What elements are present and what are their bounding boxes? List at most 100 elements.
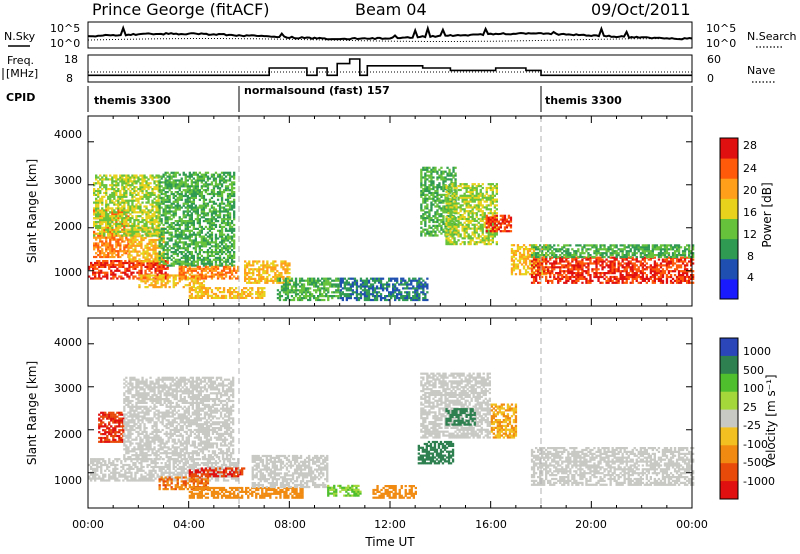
power-cell bbox=[206, 214, 210, 217]
power-cell bbox=[430, 176, 433, 179]
power-cell bbox=[158, 276, 161, 279]
power-cell bbox=[343, 281, 346, 284]
power-cell bbox=[284, 268, 287, 271]
power-cell bbox=[276, 270, 279, 273]
power-cell bbox=[473, 206, 476, 209]
power-cell bbox=[107, 254, 110, 257]
power-cell bbox=[202, 185, 206, 188]
power-cell bbox=[404, 281, 407, 284]
power-cell bbox=[158, 185, 161, 188]
power-cell bbox=[202, 175, 206, 178]
power-cell bbox=[465, 223, 468, 226]
power-cell bbox=[286, 266, 289, 269]
power-cell bbox=[196, 267, 199, 270]
power-cell bbox=[162, 274, 165, 277]
power-cell bbox=[434, 220, 437, 224]
power-cell bbox=[512, 259, 516, 262]
power-cell bbox=[186, 247, 189, 250]
power-cell bbox=[440, 166, 443, 169]
power-cell bbox=[146, 286, 149, 289]
power-cell bbox=[214, 243, 218, 246]
freq-left-tick-bottom: 8 bbox=[66, 72, 73, 85]
power-cell bbox=[143, 193, 146, 196]
power-cell bbox=[186, 271, 189, 274]
power-cell bbox=[230, 192, 234, 196]
power-cell bbox=[341, 281, 344, 284]
power-cell bbox=[206, 212, 210, 215]
power-cell bbox=[190, 239, 193, 242]
power-cell bbox=[99, 178, 102, 181]
power-cell bbox=[512, 251, 516, 254]
power-cell bbox=[105, 220, 108, 224]
power-cell bbox=[495, 215, 498, 219]
power-cell bbox=[254, 268, 257, 271]
power-cell bbox=[101, 217, 104, 220]
power-cell bbox=[438, 219, 441, 222]
power-cell bbox=[125, 224, 128, 227]
power-cell bbox=[210, 200, 214, 203]
power-cell bbox=[114, 260, 117, 263]
power-cell bbox=[436, 228, 439, 231]
power-cell bbox=[483, 215, 486, 219]
power-cell bbox=[264, 279, 267, 282]
power-cell bbox=[101, 220, 104, 224]
power-cell bbox=[93, 236, 96, 239]
power-cell bbox=[95, 207, 98, 210]
power-cell bbox=[379, 298, 383, 302]
power-cell bbox=[381, 277, 385, 280]
power-cell bbox=[442, 172, 445, 175]
power-cell bbox=[198, 296, 201, 299]
power-cell bbox=[143, 224, 146, 227]
power-cell bbox=[149, 232, 152, 235]
power-cell bbox=[168, 245, 171, 248]
power-cell bbox=[467, 227, 470, 230]
power-cell bbox=[97, 248, 100, 251]
power-cell bbox=[228, 251, 232, 254]
power-cell bbox=[172, 181, 175, 184]
power-cell bbox=[208, 235, 212, 238]
power-cell bbox=[158, 278, 161, 281]
power-cell bbox=[198, 245, 201, 248]
power-cell bbox=[321, 295, 324, 298]
power-cell bbox=[174, 274, 177, 277]
power-cell bbox=[132, 263, 135, 267]
power-cell bbox=[449, 239, 452, 242]
power-cell bbox=[495, 190, 498, 193]
power-cell bbox=[424, 293, 427, 296]
power-cell bbox=[445, 217, 448, 221]
power-cell bbox=[200, 227, 203, 230]
power-cell bbox=[485, 237, 488, 240]
power-cell bbox=[257, 289, 260, 292]
power-cell bbox=[88, 275, 91, 278]
power-cell bbox=[426, 199, 429, 202]
power-cell bbox=[463, 237, 466, 240]
power-cell bbox=[194, 296, 197, 299]
power-cell bbox=[194, 280, 197, 283]
power-cell bbox=[491, 202, 494, 205]
power-cell bbox=[349, 295, 352, 298]
power-cell bbox=[449, 212, 452, 215]
power-cell bbox=[138, 269, 141, 272]
power-cell bbox=[313, 289, 316, 292]
power-cell bbox=[184, 192, 187, 196]
power-cell bbox=[192, 189, 195, 192]
power-cell bbox=[154, 258, 157, 261]
power-cell bbox=[371, 277, 375, 280]
power-cell bbox=[204, 237, 208, 240]
power-cell bbox=[160, 265, 163, 268]
power-cell bbox=[222, 173, 226, 176]
power-cell bbox=[400, 281, 403, 284]
power-cell bbox=[449, 206, 452, 209]
power-cell bbox=[485, 235, 488, 238]
power-cell bbox=[507, 220, 511, 223]
power-cell bbox=[323, 277, 326, 280]
power-cell bbox=[166, 273, 169, 276]
power-cell bbox=[111, 236, 114, 239]
power-cell bbox=[449, 227, 452, 230]
power-cell bbox=[123, 211, 126, 214]
power-cell bbox=[477, 192, 480, 195]
power-cell bbox=[252, 270, 255, 273]
power-cell bbox=[134, 250, 137, 253]
power-cell bbox=[162, 245, 165, 248]
power-cell bbox=[512, 249, 516, 253]
